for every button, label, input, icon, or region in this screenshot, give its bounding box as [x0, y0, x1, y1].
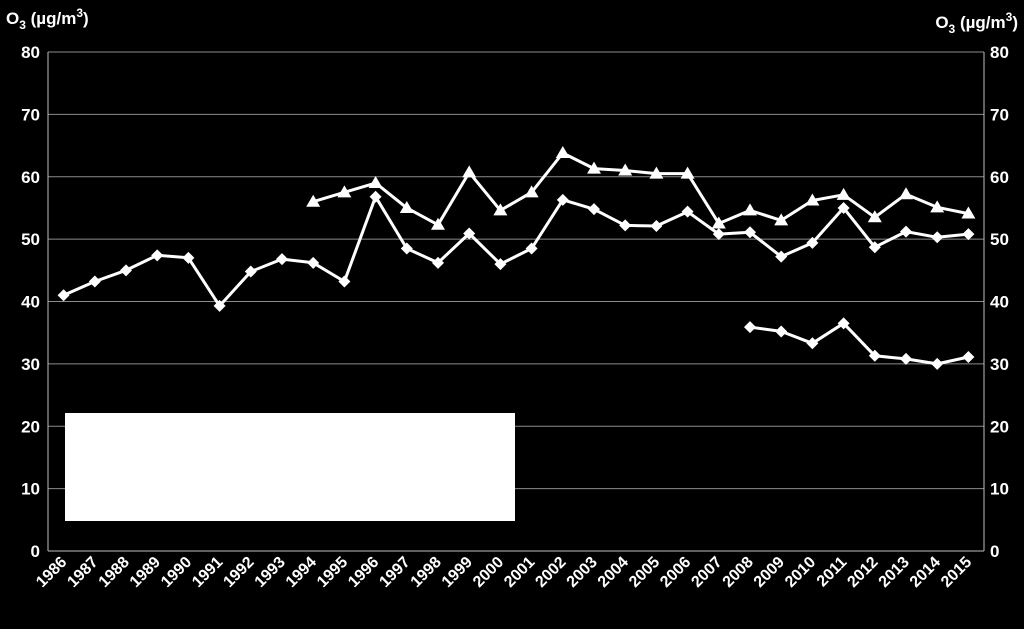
data-point-diamond	[619, 219, 632, 232]
data-point-diamond	[432, 256, 444, 269]
data-point-diamond	[806, 337, 819, 350]
data-point-triangle	[680, 166, 695, 179]
data-point-diamond	[213, 299, 226, 312]
data-point-triangle	[805, 193, 820, 206]
series-1	[306, 146, 976, 230]
y-tick-label-left: 70	[21, 105, 40, 124]
y-tick-label-right: 50	[990, 230, 1009, 249]
data-point-diamond	[338, 275, 351, 288]
series-2	[57, 190, 975, 312]
data-point-triangle	[867, 210, 882, 223]
data-point-diamond	[900, 352, 912, 365]
data-point-diamond	[962, 228, 975, 241]
legend-box	[65, 413, 515, 521]
data-point-diamond	[744, 321, 756, 334]
data-point-triangle	[961, 206, 976, 219]
y-tick-label-right: 30	[990, 355, 1009, 374]
y-tick-label-right: 40	[990, 293, 1009, 312]
y-tick-label-left: 60	[21, 168, 40, 187]
data-point-diamond	[88, 275, 101, 288]
y-tick-label-left: 50	[21, 230, 40, 249]
data-point-diamond	[244, 265, 257, 278]
data-point-triangle	[743, 203, 757, 216]
data-point-triangle	[774, 213, 789, 226]
data-point-triangle	[493, 203, 508, 216]
data-point-triangle	[836, 187, 851, 200]
data-point-triangle	[368, 175, 383, 188]
y-axis-title-right: O3 (µg/m3)	[935, 10, 1018, 36]
y-tick-label-right: 20	[990, 417, 1009, 436]
data-point-diamond	[868, 241, 881, 254]
data-point-diamond	[868, 349, 881, 362]
data-point-diamond	[556, 193, 569, 206]
y-axis-title-left: O3 (µg/m3)	[6, 6, 89, 32]
data-point-diamond	[369, 190, 382, 203]
data-point-diamond	[525, 242, 538, 255]
data-point-triangle	[649, 166, 664, 179]
data-point-diamond	[182, 251, 195, 264]
data-point-diamond	[494, 258, 507, 271]
series	[57, 146, 976, 370]
series-line	[749, 321, 969, 366]
y-tick-label-left: 10	[21, 480, 40, 499]
data-point-triangle	[524, 185, 539, 198]
data-point-diamond	[276, 253, 288, 266]
data-point-diamond	[120, 264, 132, 277]
data-point-triangle	[399, 200, 414, 213]
data-point-triangle	[899, 187, 913, 200]
data-point-triangle	[711, 216, 726, 229]
y-tick-label-left: 0	[31, 542, 40, 561]
data-point-triangle	[618, 163, 633, 176]
data-point-diamond	[900, 225, 912, 238]
data-point-diamond	[962, 351, 975, 364]
data-point-diamond	[650, 220, 663, 233]
y-tick-label-right: 10	[990, 480, 1009, 499]
data-point-diamond	[151, 249, 164, 262]
data-point-diamond	[681, 205, 694, 218]
series-line	[62, 195, 969, 308]
data-point-diamond	[712, 228, 725, 241]
y-tick-label-left: 40	[21, 293, 40, 312]
y-tick-label-right: 80	[990, 43, 1009, 62]
y-tick-label-right: 60	[990, 168, 1009, 187]
data-point-diamond	[400, 242, 413, 255]
data-point-diamond	[775, 250, 788, 263]
data-point-triangle	[462, 165, 477, 178]
data-point-diamond	[931, 357, 944, 370]
data-point-diamond	[837, 317, 850, 330]
data-point-diamond	[463, 227, 476, 240]
data-point-diamond	[744, 226, 756, 239]
series-line	[312, 151, 969, 227]
y-tick-label-left: 30	[21, 355, 40, 374]
data-point-triangle	[306, 194, 321, 207]
data-point-diamond	[307, 256, 320, 269]
data-point-triangle	[555, 146, 570, 159]
y-tick-label-right: 70	[990, 105, 1009, 124]
y-tick-label-left: 80	[21, 43, 40, 62]
y-tick-label-right: 0	[990, 542, 999, 561]
data-point-diamond	[775, 325, 788, 338]
data-point-diamond	[931, 231, 944, 244]
data-point-triangle	[431, 217, 445, 230]
data-point-diamond	[806, 236, 819, 249]
data-point-diamond	[588, 203, 600, 216]
data-point-diamond	[57, 289, 70, 302]
data-point-triangle	[337, 185, 352, 198]
series-3	[744, 317, 975, 370]
data-point-triangle	[930, 200, 945, 213]
y-tick-label-left: 20	[21, 417, 40, 436]
data-point-diamond	[837, 201, 850, 214]
data-point-triangle	[587, 161, 601, 174]
